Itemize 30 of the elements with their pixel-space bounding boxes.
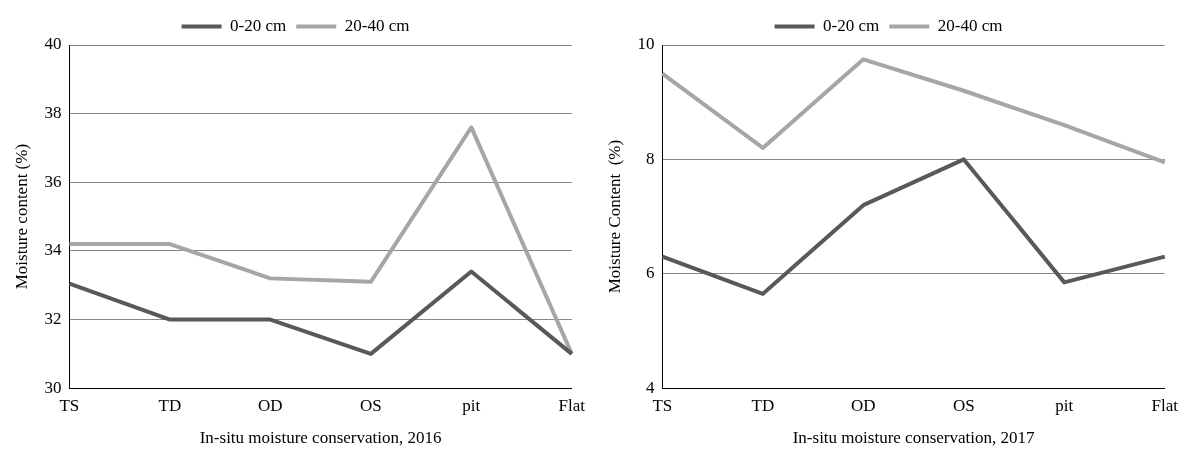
x-tick-label: TS: [59, 395, 80, 415]
y-tick-label: 36: [44, 171, 62, 191]
y-tick-label: 10: [637, 34, 655, 54]
x-tick-label: Flat: [558, 395, 586, 415]
x-tick-label: OS: [359, 395, 382, 415]
y-tick-label: 8: [645, 148, 655, 168]
y-tick-label: 4: [645, 377, 655, 397]
legend-label: 0-20 cm: [230, 15, 287, 35]
x-axis-title: In-situ moisture conservation, 2017: [792, 428, 1035, 448]
y-tick-label: 6: [645, 263, 655, 283]
legend-label: 20-40 cm: [344, 15, 410, 35]
y-axis-title: Moisture Content (%): [604, 139, 624, 294]
y-tick-label: 30: [44, 377, 62, 397]
x-axis-title: In-situ moisture conservation, 2016: [199, 428, 442, 448]
y-tick-label: 40: [44, 34, 62, 54]
x-tick-label: TD: [158, 395, 182, 415]
x-tick-label: OD: [851, 395, 876, 415]
y-tick-label: 34: [44, 240, 62, 260]
x-tick-label: TD: [751, 395, 775, 415]
x-tick-label: pit: [462, 395, 481, 415]
y-tick-label: 32: [44, 309, 62, 329]
x-tick-label: Flat: [1151, 395, 1179, 415]
legend-label: 20-40 cm: [937, 15, 1003, 35]
legend-label: 0-20 cm: [823, 15, 880, 35]
y-axis-title: Moisture content (%): [11, 143, 31, 290]
x-tick-label: OD: [258, 395, 283, 415]
x-tick-label: TS: [652, 395, 673, 415]
x-tick-label: pit: [1055, 395, 1074, 415]
x-tick-label: OS: [952, 395, 975, 415]
y-tick-label: 38: [44, 103, 62, 123]
